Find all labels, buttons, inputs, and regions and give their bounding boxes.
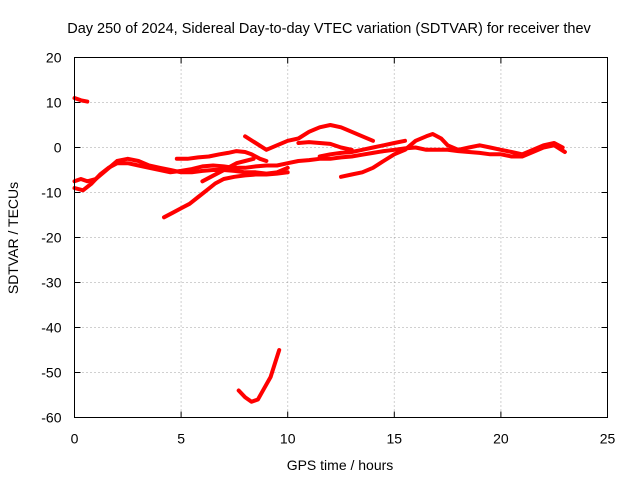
y-tick-label: -10: [41, 185, 61, 201]
axis-ticks: [74, 57, 608, 418]
y-axis-label: SDTVAR / TECUs: [5, 182, 21, 294]
chart-title: Day 250 of 2024, Sidereal Day-to-day VTE…: [67, 21, 591, 37]
series-track-j: [317, 138, 407, 159]
x-tick-label: 20: [493, 431, 509, 447]
x-tick-label: 10: [280, 431, 296, 447]
y-axis-tick-labels: -60 -50 -40 -30 -20 -10 0 10 20: [41, 50, 61, 426]
series-track-d: [162, 170, 290, 220]
x-axis-tick-labels: 0 5 10 15 20 25: [71, 431, 616, 447]
x-tick-label: 0: [71, 431, 79, 447]
y-tick-label: -20: [41, 230, 61, 246]
y-tick-label: -50: [41, 365, 61, 381]
series-track-h: [296, 140, 354, 152]
series-track-a: [72, 96, 90, 104]
series-track-i: [339, 132, 565, 179]
y-tick-label: 10: [46, 95, 62, 111]
series-track-k: [236, 348, 282, 404]
series-track-e: [174, 149, 269, 163]
data-series: [72, 96, 567, 404]
series-track-g: [243, 123, 375, 152]
x-tick-label: 25: [600, 431, 616, 447]
plot-frame: [74, 57, 608, 418]
y-tick-label: -30: [41, 275, 61, 291]
series-track-b: [72, 143, 567, 193]
series-track-f: [200, 156, 256, 184]
x-axis-label: GPS time / hours: [287, 457, 394, 473]
y-tick-label: -40: [41, 320, 61, 336]
grid-lines: [74, 57, 608, 418]
y-tick-label: 0: [54, 140, 62, 156]
x-tick-label: 15: [387, 431, 403, 447]
x-tick-label: 5: [177, 431, 185, 447]
series-track-c: [72, 156, 290, 184]
y-tick-label: 20: [46, 50, 62, 66]
y-tick-label: -60: [41, 410, 61, 426]
